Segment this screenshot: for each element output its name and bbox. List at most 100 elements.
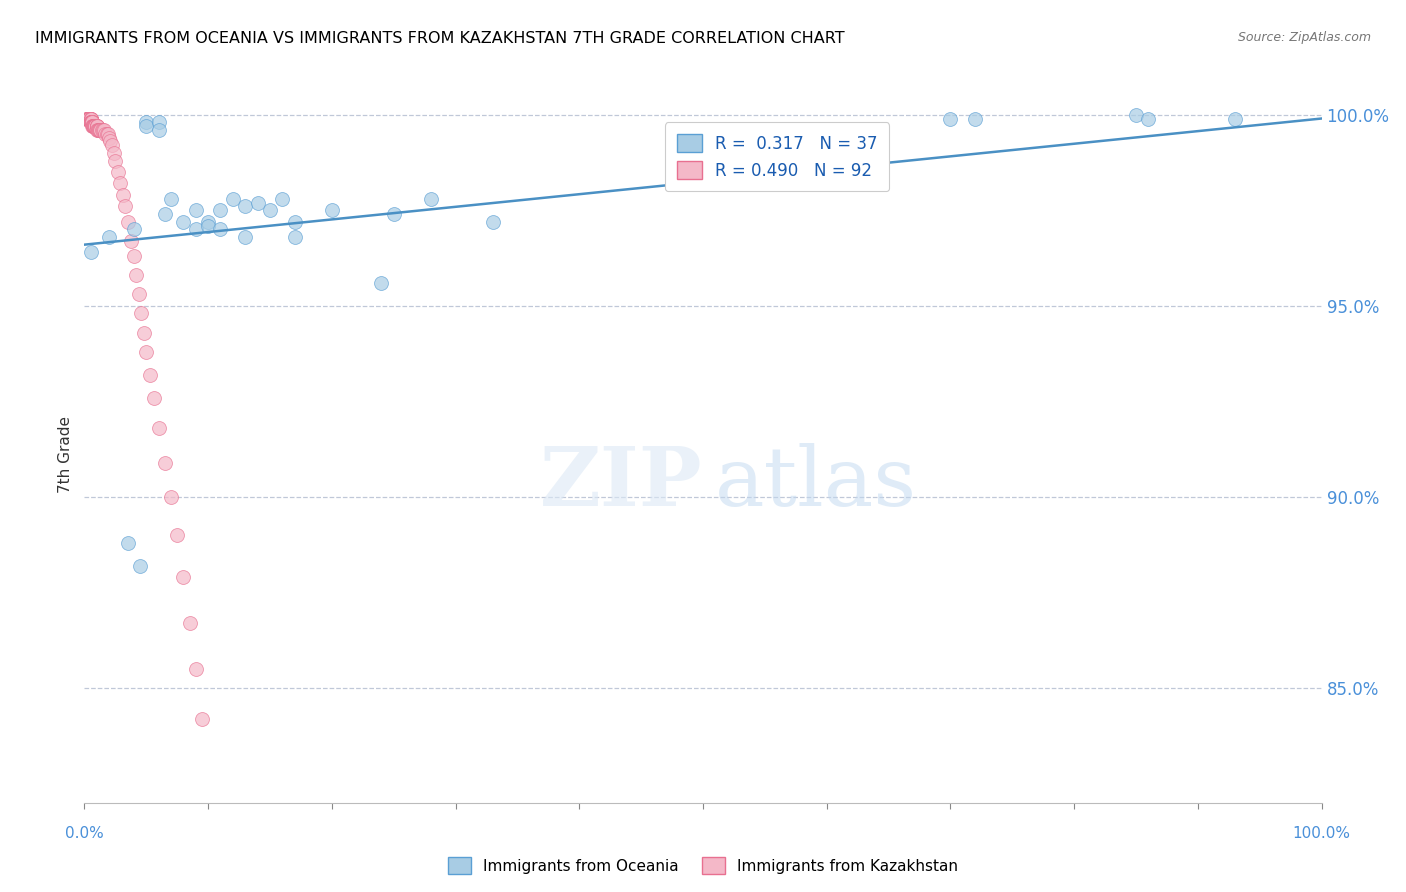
Point xyxy=(98,130,121,145)
Point xyxy=(184,203,207,218)
Point xyxy=(76,112,98,126)
Point xyxy=(79,112,101,126)
Point xyxy=(321,203,343,218)
Point xyxy=(82,119,104,133)
Text: Source: ZipAtlas.com: Source: ZipAtlas.com xyxy=(1237,31,1371,45)
Point xyxy=(80,115,103,129)
Point xyxy=(86,123,108,137)
Point xyxy=(80,119,103,133)
Text: 100.0%: 100.0% xyxy=(1292,826,1351,841)
Point xyxy=(284,230,307,244)
Point xyxy=(89,123,111,137)
Point xyxy=(76,112,98,126)
Point xyxy=(166,528,188,542)
Point xyxy=(79,115,101,129)
Point xyxy=(79,112,101,126)
Point xyxy=(160,192,183,206)
Point xyxy=(120,234,142,248)
Point xyxy=(117,215,139,229)
Point xyxy=(135,115,157,129)
Point xyxy=(939,112,962,126)
Point xyxy=(77,112,100,126)
Point xyxy=(87,123,110,137)
Point xyxy=(841,130,863,145)
Point xyxy=(125,268,148,283)
Point xyxy=(76,112,98,126)
Point xyxy=(222,192,245,206)
Point xyxy=(79,112,101,126)
Point xyxy=(209,203,232,218)
Point xyxy=(94,127,117,141)
Point xyxy=(107,165,129,179)
Point xyxy=(129,558,152,573)
Point xyxy=(79,112,101,126)
Point xyxy=(128,287,150,301)
Point xyxy=(160,490,183,504)
Point xyxy=(129,306,152,320)
Point xyxy=(284,215,307,229)
Point xyxy=(259,203,281,218)
Point xyxy=(80,115,103,129)
Point xyxy=(148,421,170,435)
Legend: Immigrants from Oceania, Immigrants from Kazakhstan: Immigrants from Oceania, Immigrants from… xyxy=(441,851,965,880)
Point xyxy=(87,123,110,137)
Point xyxy=(153,456,176,470)
Point xyxy=(80,115,103,129)
Point xyxy=(79,115,101,129)
Point xyxy=(79,245,101,260)
Point xyxy=(111,188,134,202)
Point xyxy=(90,123,112,137)
Point xyxy=(114,199,136,213)
Point xyxy=(82,119,104,133)
Point xyxy=(76,112,98,126)
Point xyxy=(84,119,107,133)
Text: atlas: atlas xyxy=(716,442,918,523)
Point xyxy=(80,115,103,129)
Point xyxy=(83,119,105,133)
Point xyxy=(271,192,294,206)
Point xyxy=(179,616,201,631)
Point xyxy=(79,112,101,126)
Point xyxy=(233,199,256,213)
Point xyxy=(197,219,219,233)
Point xyxy=(83,119,105,133)
Point xyxy=(370,276,392,290)
Point xyxy=(117,536,139,550)
Point xyxy=(98,230,121,244)
Point xyxy=(1137,112,1160,126)
Point xyxy=(184,222,207,236)
Legend: R =  0.317   N = 37, R = 0.490   N = 92: R = 0.317 N = 37, R = 0.490 N = 92 xyxy=(665,122,890,191)
Point xyxy=(89,123,111,137)
Point xyxy=(191,712,214,726)
Point xyxy=(82,119,104,133)
Point xyxy=(77,112,100,126)
Point xyxy=(184,662,207,676)
Point xyxy=(80,115,103,129)
Text: ZIP: ZIP xyxy=(540,442,703,523)
Point xyxy=(82,119,104,133)
Point xyxy=(148,115,170,129)
Point xyxy=(103,145,125,160)
Point xyxy=(132,326,155,340)
Point xyxy=(79,115,101,129)
Point xyxy=(419,192,441,206)
Point xyxy=(79,115,101,129)
Point xyxy=(80,115,103,129)
Point xyxy=(77,112,100,126)
Point xyxy=(93,123,115,137)
Point xyxy=(79,115,101,129)
Point xyxy=(86,119,108,133)
Point xyxy=(382,207,405,221)
Point xyxy=(172,215,194,229)
Point xyxy=(98,135,121,149)
Point xyxy=(197,215,219,229)
Point xyxy=(1223,112,1246,126)
Point xyxy=(135,344,157,359)
Point xyxy=(100,138,122,153)
Point xyxy=(148,123,170,137)
Point xyxy=(80,115,103,129)
Point xyxy=(77,112,100,126)
Point xyxy=(79,112,101,126)
Point xyxy=(122,222,145,236)
Point xyxy=(139,368,162,382)
